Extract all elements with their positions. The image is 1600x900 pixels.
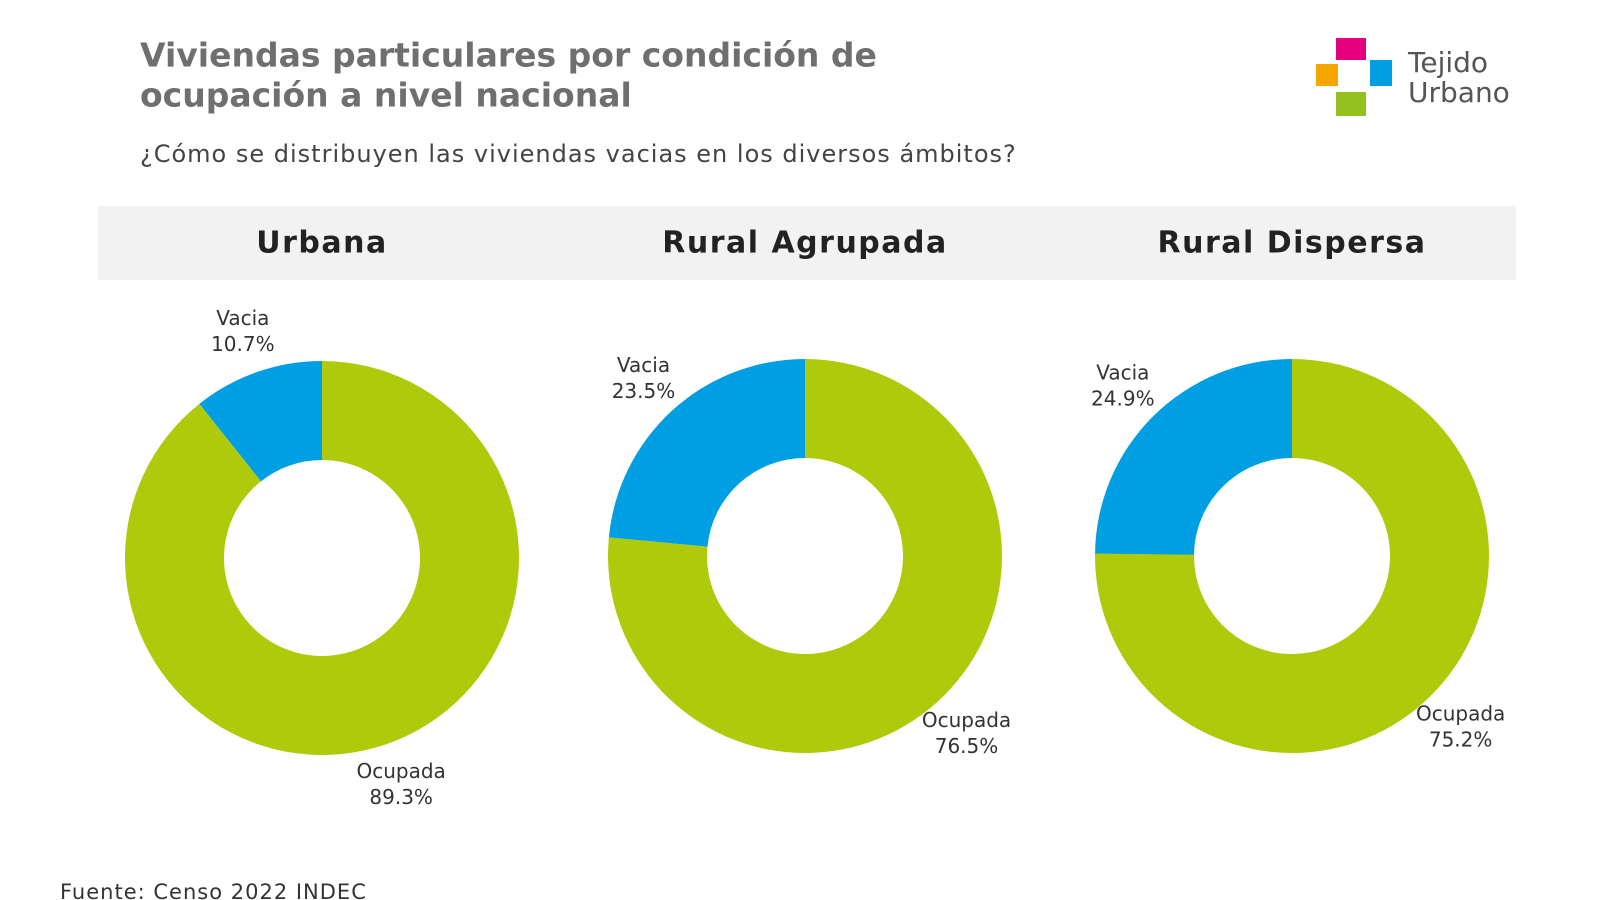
donut-slice	[608, 359, 805, 547]
donut-slice	[199, 361, 322, 482]
subtitle: ¿Cómo se distribuyen las viviendas vacia…	[140, 140, 1017, 168]
logo: Tejido Urbano	[1316, 38, 1510, 116]
donut-slice	[608, 359, 1002, 753]
donut-slice	[125, 361, 519, 755]
logo-shape	[1336, 38, 1366, 60]
donut-slice	[1095, 359, 1292, 556]
slice-label: Ocupada	[1416, 701, 1505, 725]
slice-value: 75.2%	[1429, 727, 1493, 751]
slice-label: Vacia	[216, 306, 269, 330]
title-line: Viviendas particulares por condición de	[140, 36, 877, 75]
logo-shape	[1370, 60, 1392, 86]
chart-title: Rural Agrupada	[662, 226, 948, 261]
logo-text: Tejido	[1407, 46, 1488, 79]
slice-value: 24.9%	[1091, 386, 1155, 410]
donut-slice	[1094, 359, 1489, 753]
slice-label: Vacia	[1096, 360, 1149, 384]
slice-value: 23.5%	[612, 379, 676, 403]
logo-shape	[1336, 92, 1366, 116]
header-band	[98, 206, 1516, 280]
slice-label: Vacia	[617, 353, 670, 377]
slice-label: Ocupada	[922, 708, 1011, 732]
slice-value: 89.3%	[369, 785, 433, 809]
slice-label: Ocupada	[357, 759, 446, 783]
slice-value: 10.7%	[211, 332, 275, 356]
title-line: ocupación a nivel nacional	[140, 76, 632, 115]
logo-shape	[1316, 64, 1338, 86]
chart-title: Urbana	[256, 226, 387, 261]
source: Fuente: Censo 2022 INDEC	[60, 880, 367, 900]
chart-title: Rural Dispersa	[1158, 226, 1427, 261]
logo-text: Urbano	[1408, 76, 1510, 109]
slice-value: 76.5%	[935, 734, 999, 758]
